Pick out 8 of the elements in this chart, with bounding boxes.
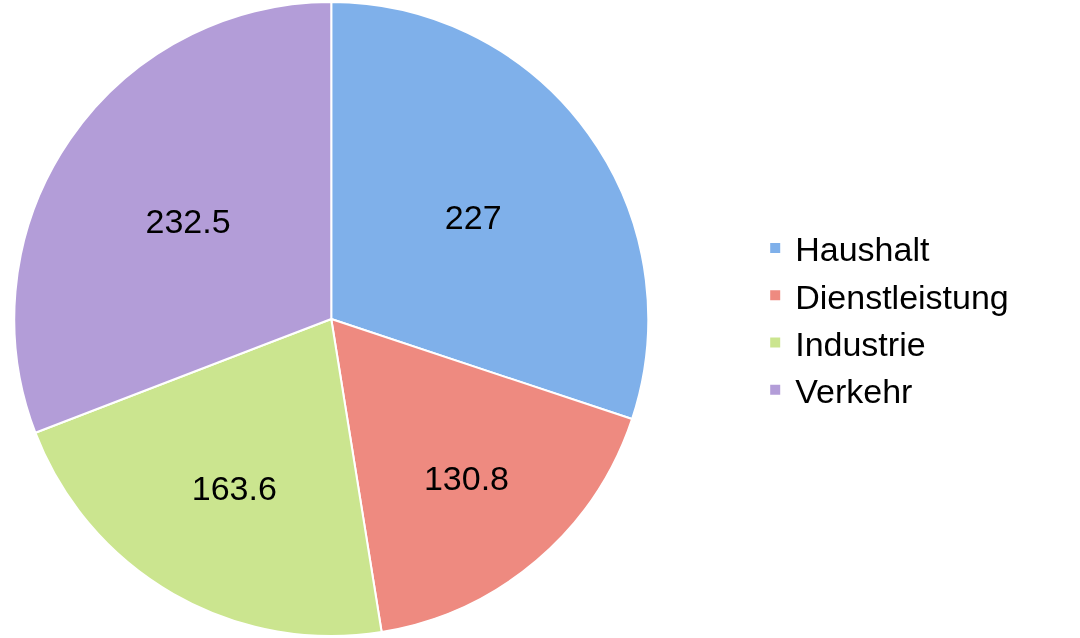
legend-label: Industrie — [795, 324, 926, 363]
legend-label: Haushalt — [795, 230, 930, 269]
legend-label: Dienstleistung — [795, 277, 1009, 316]
data-label: 227 — [444, 197, 502, 236]
data-label: 232.5 — [145, 201, 231, 240]
legend-label: Verkehr — [795, 371, 913, 410]
data-label: 163.6 — [191, 468, 277, 507]
data-label: 130.8 — [423, 459, 510, 498]
